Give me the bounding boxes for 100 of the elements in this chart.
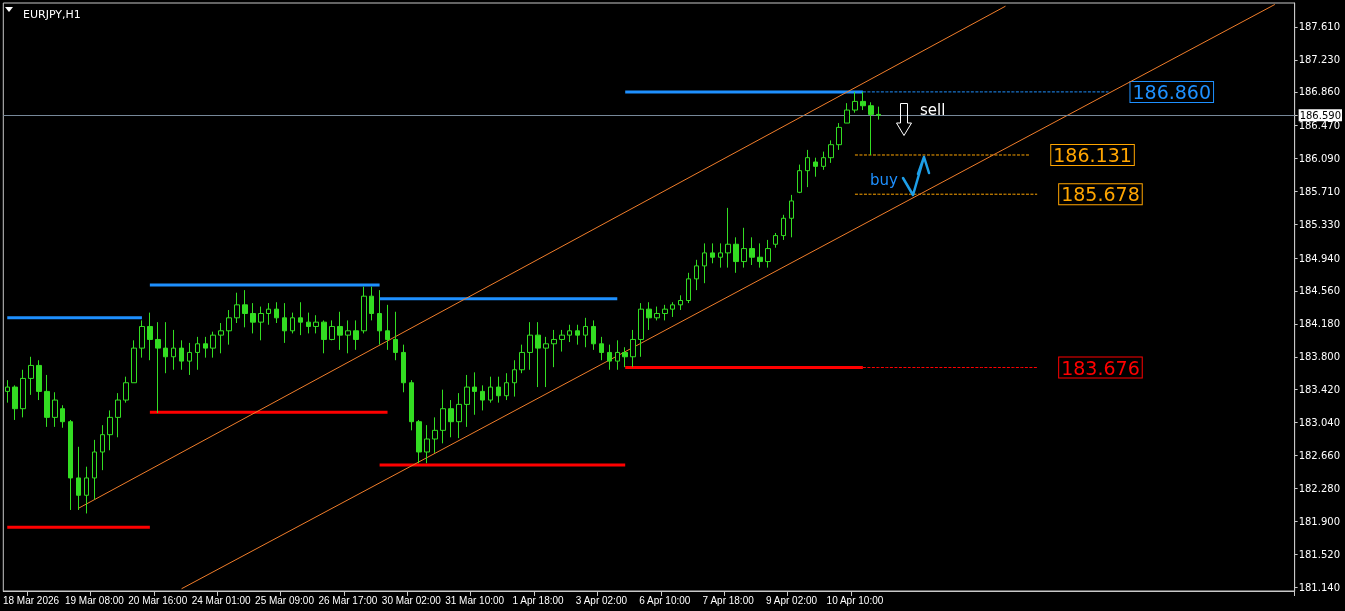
candlestick — [107, 409, 113, 451]
candlestick — [868, 101, 874, 156]
candlestick — [543, 336, 549, 388]
x-tick-label: 1 Apr 18:00 — [512, 594, 565, 606]
x-tick-label: 24 Mar 01:00 — [191, 594, 252, 606]
candlestick — [702, 242, 707, 284]
candlestick — [84, 466, 89, 514]
candlestick — [575, 324, 580, 346]
candlestick — [123, 376, 129, 404]
candlestick — [100, 424, 105, 471]
candlestick — [733, 236, 739, 274]
x-tick-label: 20 Mar 16:00 — [128, 594, 188, 606]
candlestick — [844, 102, 850, 124]
candlestick — [424, 424, 430, 464]
candlestick — [615, 339, 620, 371]
data-label: 186.860 — [1132, 80, 1212, 103]
candlestick — [583, 317, 588, 348]
y-tick-label: 181.140 — [1298, 581, 1341, 593]
candlestick — [28, 356, 34, 396]
candlestick — [115, 392, 121, 438]
candlestick — [393, 311, 398, 361]
candlestick — [638, 302, 644, 358]
x-tick-label: 30 Mar 02:00 — [381, 594, 442, 606]
candlestick — [92, 439, 97, 501]
candlestick — [5, 379, 10, 404]
candlestick — [805, 149, 810, 188]
x-tick-label: 25 Mar 09:00 — [255, 594, 315, 606]
y-tick-label: 182.280 — [1298, 482, 1341, 494]
candlestick — [440, 389, 446, 444]
candlestick — [781, 214, 786, 241]
candlestick — [171, 329, 176, 371]
candlestick — [741, 227, 747, 269]
candlestick — [226, 309, 232, 346]
candlestick — [432, 416, 438, 454]
candlestick — [385, 304, 390, 351]
candlestick — [306, 312, 311, 334]
candlestick — [290, 312, 295, 334]
candlestick — [654, 306, 660, 321]
candlestick — [12, 384, 18, 421]
candlestick — [749, 236, 755, 266]
x-tick-label: 6 Apr 10:00 — [639, 594, 691, 606]
candlestick — [234, 292, 240, 324]
candlestick — [504, 372, 509, 401]
y-tick-label: 185.710 — [1298, 185, 1341, 197]
candlestick — [179, 339, 184, 371]
candlestick — [163, 321, 168, 374]
candlestick — [274, 301, 279, 324]
text: EURJPY,H1 — [23, 8, 81, 21]
x-tick-label: 26 Mar 17:00 — [318, 594, 378, 606]
candlestick — [353, 319, 359, 351]
y-tick-label: 187.610 — [1298, 21, 1341, 33]
candlestick — [725, 207, 731, 269]
candlestick — [313, 314, 319, 334]
candlestick — [488, 376, 493, 404]
candlestick — [282, 302, 287, 344]
y-tick-label: 184.560 — [1298, 285, 1341, 297]
data-label: 183.676 — [1061, 356, 1140, 379]
data-label: 186.131 — [1053, 144, 1132, 166]
candlestick — [551, 329, 557, 368]
y-tick-label: 185.330 — [1298, 218, 1341, 230]
candlestick — [527, 321, 533, 371]
candlestick — [852, 91, 858, 114]
candlestick — [187, 342, 192, 376]
candlestick — [694, 259, 699, 291]
x-tick-label: 3 Apr 02:00 — [575, 594, 628, 606]
candlestick — [480, 384, 485, 411]
candlestick — [195, 336, 200, 371]
candlestick — [416, 419, 422, 464]
candlestick — [321, 319, 327, 354]
candlestick — [155, 321, 161, 414]
candlestick — [599, 336, 604, 361]
y-tick-label: 182.660 — [1298, 449, 1341, 461]
y-tick-label: 186.470 — [1298, 120, 1341, 132]
candlestick — [147, 312, 153, 361]
candlestick — [20, 369, 26, 418]
candlestick — [361, 286, 367, 334]
candlestick — [535, 321, 541, 388]
candlestick — [218, 322, 224, 354]
candlestick — [266, 302, 271, 326]
candlestick — [630, 329, 636, 368]
candlestick — [76, 446, 81, 511]
candlestick — [519, 344, 525, 374]
candlestick — [836, 122, 842, 151]
candlestick — [828, 139, 834, 164]
candlestick — [36, 359, 42, 401]
x-tick-label: 10 Apr 10:00 — [826, 594, 884, 606]
x-tick-label: 31 Mar 10:00 — [445, 594, 505, 606]
candlestick — [646, 301, 652, 331]
x-tick-label: 9 Apr 02:00 — [766, 594, 818, 606]
candlestick — [622, 346, 628, 368]
annotation: sell — [920, 101, 946, 119]
candlestick — [686, 272, 691, 304]
candlestick — [512, 359, 517, 398]
candlestick — [401, 344, 406, 393]
candlestick — [337, 311, 343, 351]
candlestick — [203, 336, 208, 359]
y-tick-label: 186.860 — [1298, 86, 1341, 98]
candlestick — [789, 194, 794, 238]
candlestick — [662, 304, 668, 321]
candlestick — [670, 301, 675, 318]
